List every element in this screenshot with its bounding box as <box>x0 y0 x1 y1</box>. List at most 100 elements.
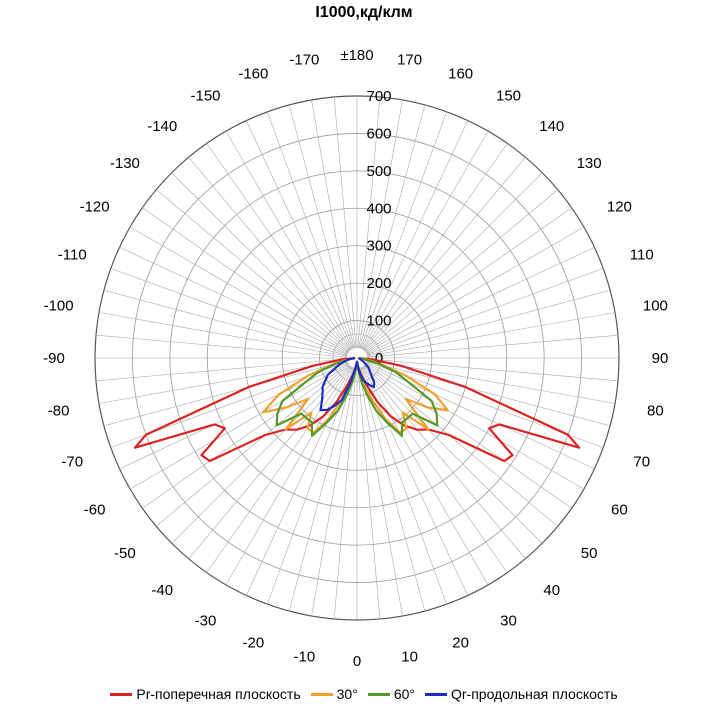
angle-spoke <box>358 367 403 617</box>
angle-tick-label: 130 <box>577 155 602 172</box>
angle-tick-label: -100 <box>44 297 74 314</box>
angle-spoke <box>95 334 348 358</box>
angle-spoke <box>206 143 352 350</box>
legend-swatch <box>310 692 333 696</box>
angle-spoke <box>366 312 616 357</box>
angle-tick-label: 90 <box>652 350 669 367</box>
angle-tick-label: ±180 <box>340 47 373 64</box>
angle-spoke <box>365 362 585 490</box>
angle-spoke <box>359 104 426 349</box>
angle-spoke <box>364 189 558 352</box>
angle-tick-label: -80 <box>48 403 70 420</box>
angle-tick-label: -160 <box>238 65 268 82</box>
angle-spoke <box>366 360 611 427</box>
angle-tick-label: 50 <box>581 545 598 562</box>
angle-spoke <box>103 360 348 427</box>
legend-label: 30° <box>336 686 358 702</box>
polar-grid <box>94 95 620 621</box>
legend-label: Pr-поперечная плоскость <box>136 686 301 702</box>
radial-tick-label: 0 <box>375 350 383 367</box>
angle-spoke <box>311 99 356 349</box>
angle-spoke <box>365 207 572 353</box>
radial-tick-label: 600 <box>366 125 391 142</box>
legend-label: Qr-продольная плоскость <box>450 686 618 702</box>
legend-item: 60° <box>367 686 415 702</box>
angle-spoke <box>206 366 352 573</box>
angle-tick-label: 20 <box>452 635 469 652</box>
angle-tick-label: 160 <box>448 65 473 82</box>
angle-spoke <box>129 226 349 354</box>
angle-spoke <box>142 363 349 509</box>
angle-tick-label: 110 <box>630 246 654 263</box>
legend-swatch <box>367 692 390 696</box>
angle-spoke <box>361 130 489 350</box>
angle-tick-label: -10 <box>294 648 316 665</box>
angle-tick-label: -30 <box>195 612 217 629</box>
angle-tick-label: 40 <box>543 582 560 599</box>
angle-tick-label: 80 <box>647 403 664 420</box>
angle-spoke <box>357 96 381 349</box>
radial-tick-label: 700 <box>366 88 391 105</box>
angle-tick-label: -170 <box>289 52 319 69</box>
angle-spoke <box>156 189 350 352</box>
angle-spoke <box>365 363 572 509</box>
angle-spoke <box>188 157 351 351</box>
angle-spoke <box>360 120 468 350</box>
angle-tick-label: -70 <box>61 454 83 471</box>
angle-tick-label: 60 <box>611 502 628 519</box>
angle-spoke <box>362 366 508 573</box>
angle-spoke <box>311 367 356 617</box>
angle-tick-label: 30 <box>500 612 517 629</box>
radial-tick-label: 100 <box>366 313 391 330</box>
angle-tick-label: -60 <box>84 502 106 519</box>
angle-spoke <box>365 226 585 354</box>
angle-spoke <box>103 289 348 356</box>
angle-spoke <box>365 247 595 355</box>
angle-spoke <box>98 312 348 357</box>
angle-spoke <box>362 143 508 350</box>
legend-label: 60° <box>393 686 415 702</box>
angle-spoke <box>110 268 348 355</box>
angle-spoke <box>95 358 348 382</box>
angle-spoke <box>364 364 558 527</box>
angle-spoke <box>333 367 357 620</box>
angle-tick-label: -150 <box>190 88 220 105</box>
angle-spoke <box>357 367 381 620</box>
angle-tick-label: -50 <box>114 545 136 562</box>
angle-spoke <box>363 364 543 544</box>
angle-spoke <box>119 361 349 469</box>
angle-spoke <box>363 157 526 351</box>
angle-spoke <box>225 366 353 586</box>
angle-spoke <box>288 367 355 612</box>
angle-spoke <box>156 364 350 527</box>
angle-tick-label: -110 <box>58 246 87 263</box>
angle-spoke <box>366 268 604 355</box>
angle-tick-label: -130 <box>110 155 140 172</box>
angle-spoke <box>129 362 349 490</box>
legend-item: Pr-поперечная плоскость <box>110 686 301 702</box>
angle-tick-label: 0 <box>353 653 361 670</box>
angle-spoke <box>359 367 426 612</box>
angle-spoke <box>366 289 611 356</box>
radial-tick-label: 500 <box>366 163 391 180</box>
legend-swatch <box>110 692 133 696</box>
angle-spoke <box>365 361 595 469</box>
angle-spoke <box>188 365 351 559</box>
angle-spoke <box>363 365 526 559</box>
angle-spoke <box>333 96 357 349</box>
chart-title: I1000,кд/клм <box>315 4 413 21</box>
angle-tick-label: 10 <box>401 648 418 665</box>
angle-tick-label: -20 <box>243 635 265 652</box>
angle-spoke <box>267 111 354 349</box>
legend-item: 30° <box>310 686 358 702</box>
angle-spoke <box>171 364 351 544</box>
angle-spoke <box>361 366 489 586</box>
radial-tick-labels: 0 100 200 300 400 500 600 700 <box>366 88 391 367</box>
legend-swatch <box>424 692 447 696</box>
angle-tick-label: 150 <box>496 88 521 105</box>
angle-tick-label: -140 <box>147 118 177 135</box>
radial-tick-label: 400 <box>366 200 391 217</box>
angle-spoke <box>171 172 351 352</box>
series-line <box>319 356 376 412</box>
angle-spoke <box>366 358 619 382</box>
